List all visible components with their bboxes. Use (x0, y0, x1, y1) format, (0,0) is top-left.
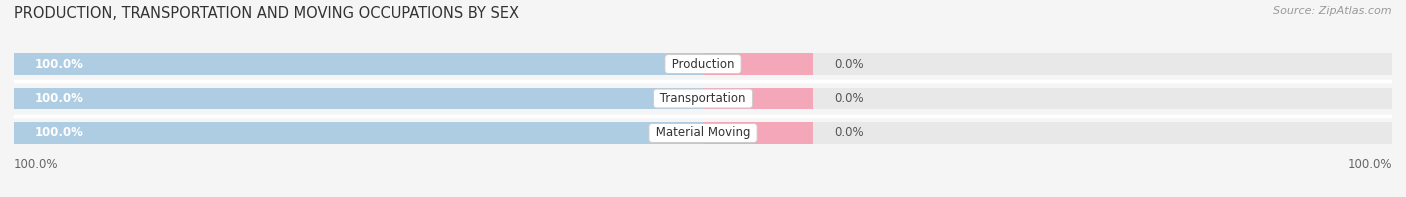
Text: 100.0%: 100.0% (35, 92, 83, 105)
Text: 100.0%: 100.0% (1347, 158, 1392, 171)
Bar (703, 88, 813, 109)
Text: Transportation: Transportation (657, 92, 749, 105)
Bar (703, 53, 813, 75)
Text: 100.0%: 100.0% (35, 58, 83, 71)
Text: 0.0%: 0.0% (834, 92, 863, 105)
Bar (14, 88, 1392, 109)
Text: 0.0%: 0.0% (834, 58, 863, 71)
Bar (14, 88, 703, 109)
Bar (14, 122, 1392, 144)
Bar (14, 122, 703, 144)
Text: 0.0%: 0.0% (834, 126, 863, 139)
Text: Source: ZipAtlas.com: Source: ZipAtlas.com (1274, 6, 1392, 16)
Text: 100.0%: 100.0% (14, 158, 59, 171)
Text: Production: Production (668, 58, 738, 71)
Bar (14, 53, 703, 75)
Bar (14, 53, 1392, 75)
Bar (703, 122, 813, 144)
Text: 100.0%: 100.0% (35, 126, 83, 139)
Text: PRODUCTION, TRANSPORTATION AND MOVING OCCUPATIONS BY SEX: PRODUCTION, TRANSPORTATION AND MOVING OC… (14, 6, 519, 21)
Text: Material Moving: Material Moving (652, 126, 754, 139)
